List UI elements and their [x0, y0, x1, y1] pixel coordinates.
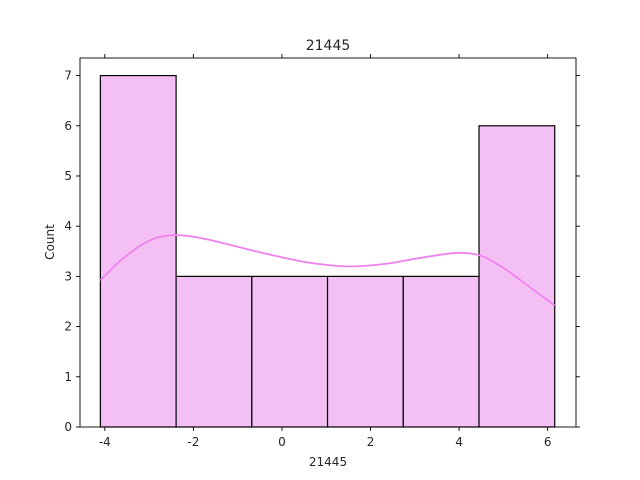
histogram-bar-5: [402, 275, 480, 428]
plot-frame: [79, 57, 577, 428]
chart-title: 21445: [306, 38, 351, 54]
histogram-bar-3: [251, 275, 329, 428]
x-axis-ticks: -4 -2 0 2 4 6: [99, 54, 552, 449]
y-axis-ticks: 0 1 2 3 4 5 6 7: [64, 69, 580, 434]
x-tick-label: 4: [455, 435, 463, 449]
x-tick-label: 6: [544, 435, 552, 449]
x-tick-label: -2: [187, 435, 199, 449]
histogram-bar-4: [326, 275, 404, 428]
y-tick-label: 1: [64, 370, 72, 384]
y-tick-label: 2: [64, 320, 72, 334]
x-axis-label: 21445: [309, 455, 347, 469]
y-tick-label: 7: [64, 69, 72, 83]
y-tick-label: 4: [64, 219, 72, 233]
y-tick-label: 5: [64, 169, 72, 183]
x-tick-label: -4: [99, 435, 111, 449]
histogram-bar-1: [99, 74, 177, 428]
y-axis-label: Count: [43, 224, 57, 260]
x-tick-label: 2: [367, 435, 375, 449]
kde-curve: [99, 234, 556, 307]
y-tick-label: 3: [64, 269, 72, 283]
y-tick-label: 6: [64, 119, 72, 133]
histogram-bar-2: [175, 275, 253, 428]
x-tick-label: 0: [278, 435, 286, 449]
y-tick-label: 0: [64, 420, 72, 434]
